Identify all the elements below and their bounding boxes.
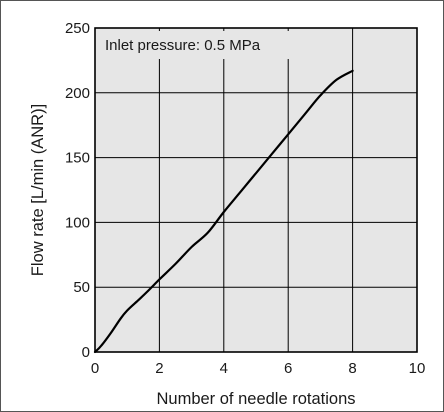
annotation-box <box>98 31 314 59</box>
series-line <box>93 69 354 354</box>
y-tick-label: 100 <box>65 214 90 231</box>
x-tick-label: 0 <box>91 360 99 377</box>
x-tick-label: 2 <box>155 360 163 377</box>
y-tick-label: 200 <box>65 85 90 102</box>
plot-area <box>94 27 418 353</box>
y-tick-labels: 0 50 100 150 200 250 <box>65 20 90 361</box>
x-axis-label: Number of needle rotations <box>156 390 355 408</box>
y-axis-label: Flow rate [L/min (ANR)] <box>29 104 47 276</box>
y-tick-label: 50 <box>73 279 90 296</box>
x-tick-labels: 0 2 4 6 8 10 <box>91 360 426 377</box>
x-tick-label: 8 <box>348 360 356 377</box>
x-tick-label: 10 <box>409 360 426 377</box>
grid-lines <box>95 28 417 352</box>
x-tick-label: 6 <box>284 360 292 377</box>
y-tick-label: 250 <box>65 20 90 37</box>
y-tick-label: 150 <box>65 150 90 167</box>
x-tick-label: 4 <box>220 360 228 377</box>
annotation-text: Inlet pressure: 0.5 MPa <box>105 37 261 54</box>
y-tick-label: 0 <box>82 344 90 361</box>
